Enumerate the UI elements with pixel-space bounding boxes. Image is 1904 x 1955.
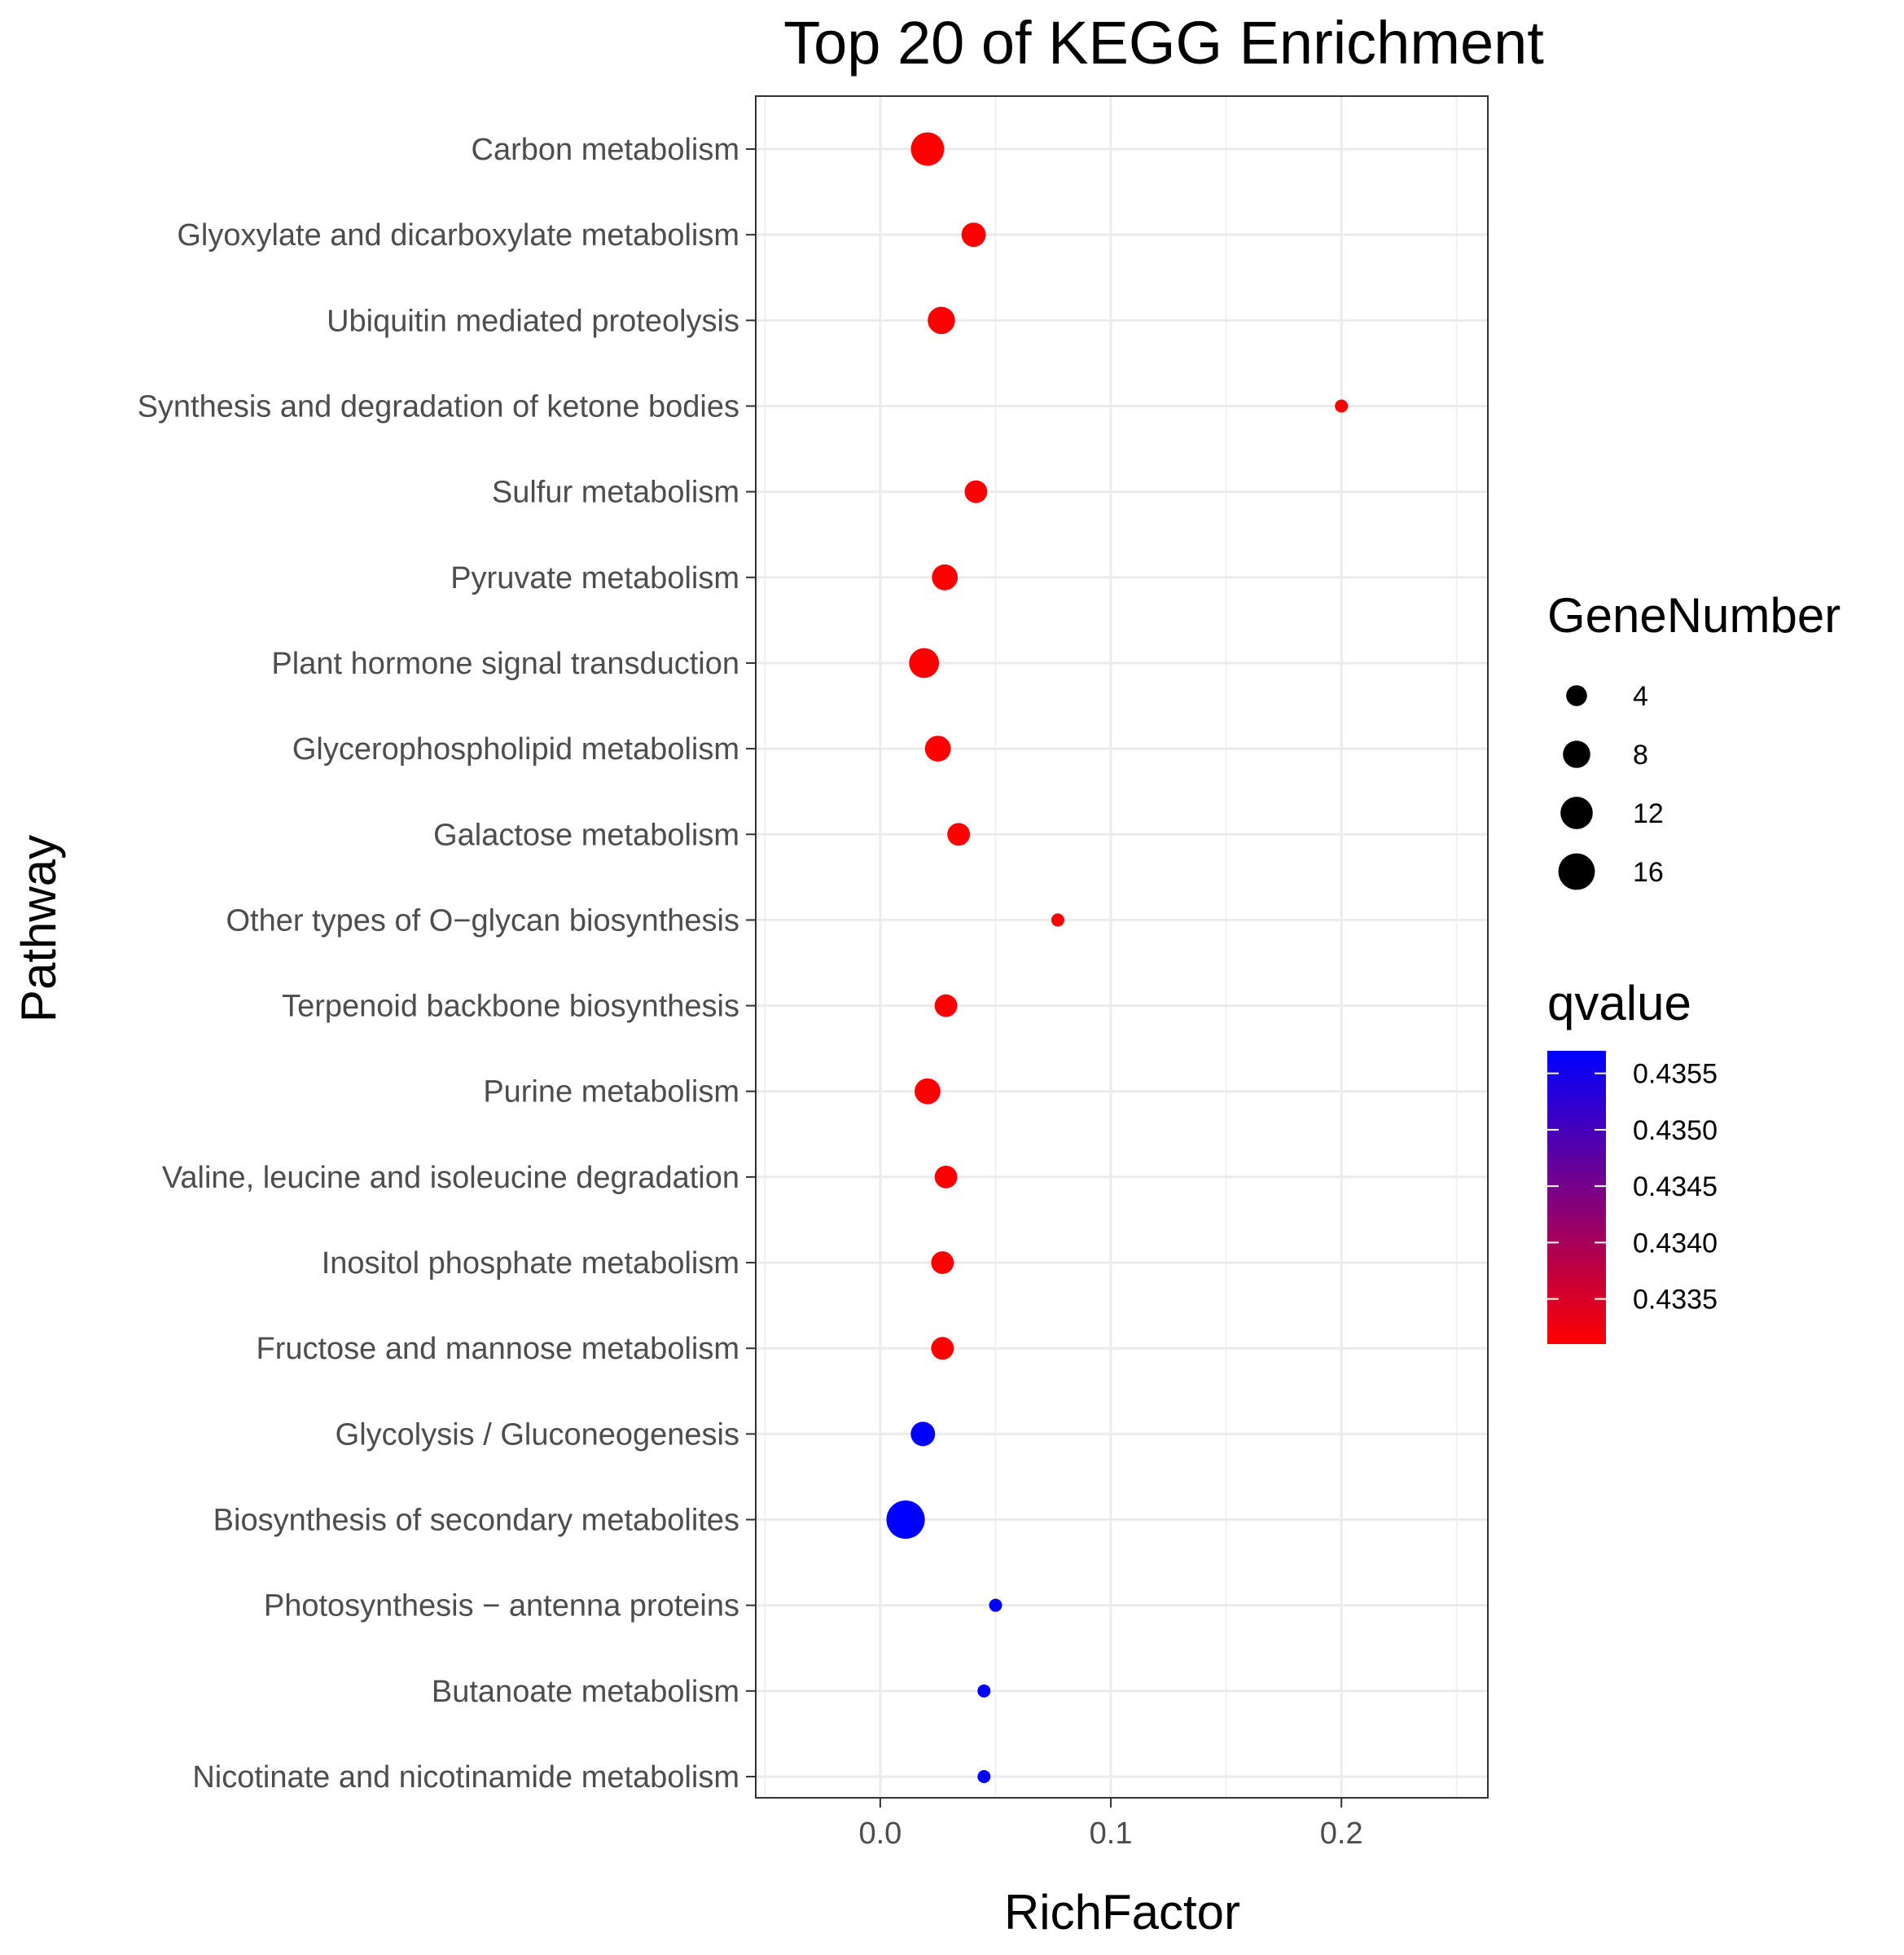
gene-number-legend-key xyxy=(1558,853,1595,890)
gene-number-legend-title: GeneNumber xyxy=(1547,588,1840,643)
y-tick-label: Galactose metabolism xyxy=(433,818,739,852)
y-tick-label: Inositol phosphate metabolism xyxy=(322,1246,739,1281)
gene-number-legend-key xyxy=(1563,740,1590,768)
data-point xyxy=(947,823,971,846)
data-point xyxy=(934,994,958,1017)
chart-title: Top 20 of KEGG Enrichment xyxy=(783,9,1544,77)
data-point xyxy=(989,1598,1002,1612)
data-point xyxy=(964,480,988,503)
y-tick-label: Glyoxylate and dicarboxylate metabolism xyxy=(177,218,739,253)
y-tick-label: Glycerophospholipid metabolism xyxy=(292,732,739,767)
panel-border xyxy=(755,95,1489,1799)
data-point xyxy=(928,306,955,335)
data-point xyxy=(1335,399,1349,413)
gene-number-legend-label: 12 xyxy=(1633,798,1664,829)
data-point xyxy=(931,1337,954,1360)
y-tick-label: Purine metabolism xyxy=(483,1075,739,1109)
data-point xyxy=(910,132,945,166)
y-tick-label: Photosynthesis − antenna proteins xyxy=(264,1589,739,1623)
gene-number-legend-items: 4 8 12 16 xyxy=(1558,681,1664,890)
point-layer xyxy=(886,132,1349,1783)
qvalue-tick-label: 0.4350 xyxy=(1633,1115,1718,1146)
gene-number-legend-key xyxy=(1560,797,1593,829)
y-tick-label: Ubiquitin mediated proteolysis xyxy=(327,304,739,338)
data-point xyxy=(910,1421,936,1447)
qvalue-legend-title: qvalue xyxy=(1547,976,1691,1030)
qvalue-tick-label: 0.4355 xyxy=(1633,1059,1718,1090)
gene-number-legend-label: 16 xyxy=(1633,857,1664,888)
x-axis: 0.0 0.1 0.2 xyxy=(858,1798,1363,1851)
y-axis-title: Pathway xyxy=(11,835,66,1022)
data-point xyxy=(934,1165,958,1188)
gene-number-legend-label: 8 xyxy=(1633,740,1648,771)
y-tick-label: Plant hormone signal transduction xyxy=(271,647,739,681)
qvalue-tick-label: 0.4345 xyxy=(1633,1171,1718,1202)
data-point xyxy=(932,564,959,591)
data-point xyxy=(886,1500,925,1540)
qvalue-colorbar xyxy=(1547,1051,1606,1344)
y-tick-label: Fructose and mannose metabolism xyxy=(256,1332,739,1366)
y-tick-label: Terpenoid backbone biosynthesis xyxy=(282,990,739,1024)
y-tick-label: Glycolysis / Gluconeogenesis xyxy=(336,1417,739,1452)
data-point xyxy=(961,222,986,248)
y-tick-label: Synthesis and degradation of ketone bodi… xyxy=(138,389,739,424)
data-point xyxy=(909,648,940,679)
data-point xyxy=(977,1684,991,1698)
data-point xyxy=(931,1251,954,1274)
gene-number-legend: GeneNumber 4 8 12 16 xyxy=(1547,588,1840,890)
data-point xyxy=(977,1770,991,1783)
qvalue-legend-ticks: 0.4335 0.4340 0.4345 0.4350 0.4355 xyxy=(1547,1059,1718,1316)
data-point xyxy=(1051,913,1064,927)
gene-number-legend-label: 4 xyxy=(1633,681,1648,712)
gene-number-legend-key xyxy=(1566,685,1587,706)
y-tick-label: Valine, leucine and isoleucine degradati… xyxy=(162,1161,739,1195)
y-tick-label: Butanoate metabolism xyxy=(432,1675,739,1709)
y-tick-label: Nicotinate and nicotinamide metabolism xyxy=(192,1760,739,1795)
data-point xyxy=(915,1078,941,1105)
qvalue-legend: qvalue 0.4335 0.4340 0.4345 0.4350 0.4355 xyxy=(1547,976,1718,1344)
y-tick-label: Biosynthesis of secondary metabolites xyxy=(213,1504,739,1538)
y-tick-label: Other types of O−glycan biosynthesis xyxy=(226,903,740,938)
y-tick-label: Carbon metabolism xyxy=(472,133,739,167)
x-tick-label: 0.2 xyxy=(1320,1817,1363,1851)
y-tick-label: Pyruvate metabolism xyxy=(450,561,739,595)
qvalue-tick-label: 0.4340 xyxy=(1633,1228,1718,1259)
data-point xyxy=(924,736,951,762)
x-axis-title: RichFactor xyxy=(1004,1885,1240,1940)
x-tick-label: 0.1 xyxy=(1090,1817,1133,1851)
grid-layer xyxy=(756,96,1488,1798)
y-axis: Carbon metabolism Glyoxylate and dicarbox… xyxy=(138,133,756,1795)
y-tick-label: Sulfur metabolism xyxy=(492,476,739,510)
qvalue-tick-label: 0.4335 xyxy=(1633,1285,1718,1316)
x-tick-label: 0.0 xyxy=(858,1817,902,1851)
